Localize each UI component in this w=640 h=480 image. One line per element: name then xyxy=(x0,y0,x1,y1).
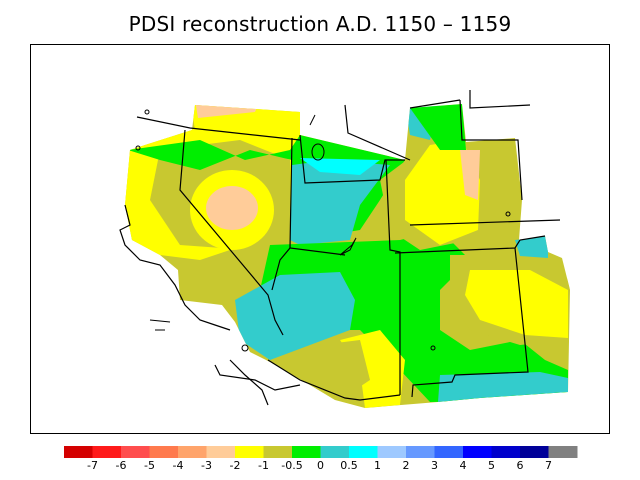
legend-label: -4 xyxy=(172,459,184,472)
state-boundaries xyxy=(119,90,561,406)
legend-label: 6 xyxy=(516,459,524,472)
legend-label: -7 xyxy=(87,459,98,472)
legend-label: 4 xyxy=(459,459,467,472)
legend-label: 5 xyxy=(488,459,495,472)
legend-label: 1 xyxy=(374,459,381,472)
legend-label: -1 xyxy=(258,459,269,472)
legend-label: 0 xyxy=(317,459,324,472)
map-title: PDSI reconstruction A.D. 1150 – 1159 xyxy=(128,12,512,36)
legend-label: 2 xyxy=(402,459,410,472)
legend-label: -5 xyxy=(144,459,155,472)
legend-label: -0.5 xyxy=(281,459,303,472)
water-bodies xyxy=(135,109,511,352)
legend-label: -6 xyxy=(115,459,127,472)
legend-label: 3 xyxy=(431,459,438,472)
legend-label: 7 xyxy=(545,459,552,472)
legend-label: -3 xyxy=(201,459,212,472)
pdsi-fill xyxy=(125,104,570,408)
legend-label: 0.5 xyxy=(340,459,358,472)
legend-label: -2 xyxy=(229,459,241,472)
